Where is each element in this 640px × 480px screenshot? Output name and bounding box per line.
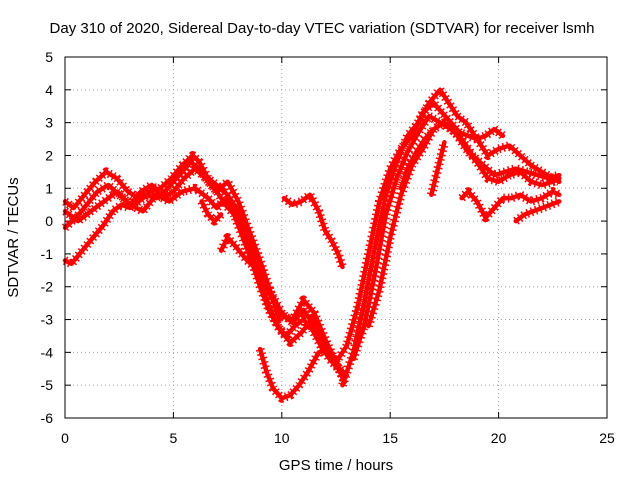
series-arc-5-markers bbox=[197, 199, 225, 226]
y-tick-label: -3 bbox=[41, 312, 54, 328]
series-arc-2-line bbox=[62, 153, 347, 385]
series-arc-8-line bbox=[281, 192, 345, 270]
x-tick-label: 0 bbox=[61, 430, 69, 446]
y-tick-label: -5 bbox=[41, 377, 54, 393]
y-tick-label: -6 bbox=[41, 410, 54, 426]
y-tick-label: 1 bbox=[45, 180, 53, 196]
series-arc-4-line bbox=[62, 186, 347, 385]
x-axis-label: GPS time / hours bbox=[279, 457, 393, 474]
series-arc-11-markers bbox=[349, 111, 561, 361]
series-arc-6-markers bbox=[217, 233, 284, 321]
series-arc-3-markers bbox=[61, 164, 350, 379]
x-tick-label: 15 bbox=[382, 430, 398, 446]
x-tick-label: 20 bbox=[491, 430, 507, 446]
axis-ticks: 0 5 10 15 20 25 -6 -5 -4 -3 -2 -1 0 1 2 3 4 5 bbox=[41, 49, 615, 446]
series-arc-15-line bbox=[459, 189, 562, 221]
series-layer bbox=[61, 85, 562, 403]
y-tick-label: 4 bbox=[45, 82, 53, 98]
x-tick-label: 25 bbox=[599, 430, 615, 446]
x-tick-label: 10 bbox=[274, 430, 290, 446]
series-arc-11-line bbox=[351, 113, 562, 362]
y-tick-label: -2 bbox=[41, 279, 54, 295]
y-tick-label: 0 bbox=[45, 213, 53, 229]
y-axis-label: SDTVAR / TECUs bbox=[5, 177, 22, 297]
y-tick-label: -4 bbox=[41, 344, 54, 360]
series-arc-8-markers bbox=[281, 190, 347, 269]
series-arc-12-markers bbox=[364, 118, 562, 328]
chart-title: Day 310 of 2020, Sidereal Day-to-day VTE… bbox=[50, 20, 595, 37]
y-tick-label: 3 bbox=[45, 115, 53, 131]
series-arc-13-markers bbox=[396, 126, 437, 190]
series-arc-16-markers bbox=[513, 197, 561, 225]
y-tick-label: -1 bbox=[41, 246, 54, 262]
plot-frame bbox=[64, 56, 608, 419]
series-arc-10-markers bbox=[338, 85, 562, 387]
y-tick-label: 5 bbox=[45, 49, 53, 65]
y-tick-label: 2 bbox=[45, 147, 53, 163]
series-arc-7-markers bbox=[255, 344, 331, 403]
x-tick-label: 5 bbox=[170, 430, 178, 446]
series-arc-14-markers bbox=[427, 141, 449, 196]
